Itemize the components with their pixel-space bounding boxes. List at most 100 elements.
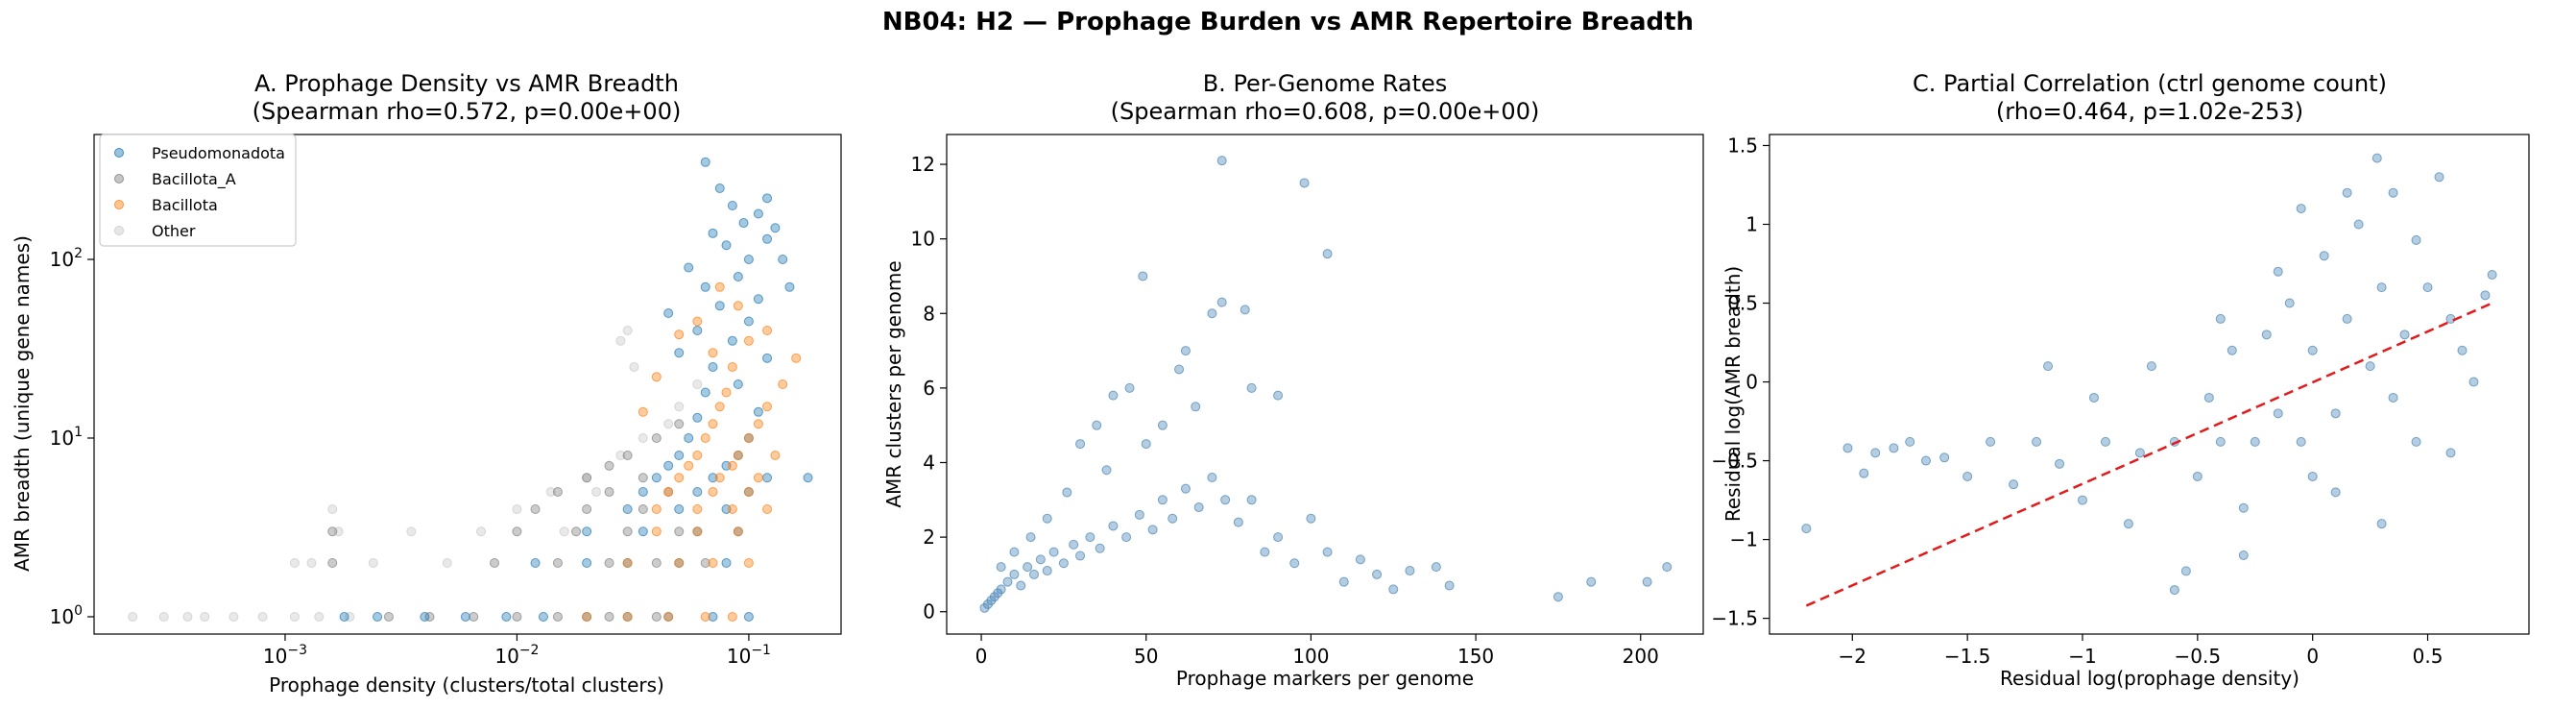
panel-b-xlabel: Prophage markers per genome: [1176, 667, 1474, 690]
legend-marker-bacillota-a: [114, 174, 124, 183]
panel-c-ytick-label: −1: [1730, 528, 1758, 551]
panel-b-point-points: [1048, 547, 1059, 557]
panel-c-point-points: [2296, 436, 2306, 447]
panel-a-point-bacillota: [778, 379, 788, 389]
panel-a-point-bacillota: [791, 353, 802, 363]
panel-c-plot: −2 −1.5 −1 −0.5 0 0.5 −1.5 −1 −0.5 0 0.5 1 1.5: [1711, 134, 2530, 668]
panel-c-point-points: [2376, 519, 2387, 529]
panel-a-point-pseudomonadota: [700, 281, 710, 292]
panel-b-point-points: [1042, 513, 1052, 524]
panel-a-point-other: [327, 504, 338, 514]
panel-a-point-bacillota: [692, 504, 703, 514]
panel-a-point-pseudomonadota: [651, 473, 662, 483]
panel-a-point-pseudomonadota: [700, 157, 710, 167]
panel-b-plot: 0 50 100 150 200 0 2 4 6 8 10 12: [911, 134, 1704, 668]
panel-c-point-points: [2365, 361, 2375, 372]
panel-c-point-points: [2250, 436, 2260, 447]
panel-b-point-points: [996, 584, 1006, 595]
panel-a-point-bacillota-a: [327, 526, 338, 537]
panel-c-point-points: [2203, 392, 2214, 403]
panel-c-point-points: [2330, 487, 2341, 498]
panel-a-point-other: [289, 557, 300, 568]
panel-a-point-pseudomonadota: [674, 504, 685, 514]
panel-a-point-pseudomonadota: [778, 255, 788, 264]
panel-c-point-points: [2411, 234, 2421, 245]
panel-a-point-pseudomonadota: [743, 255, 754, 264]
panel-b-point-points: [1207, 308, 1217, 319]
panel-a-point-bacillota: [721, 387, 732, 398]
panel-a-point-pseudomonadota: [420, 611, 430, 622]
panel-a-point-pseudomonadota: [460, 611, 470, 622]
panel-a-point-bacillota-a: [674, 526, 685, 537]
panel-b-point-points: [1174, 364, 1185, 375]
panel-b-point-points: [1193, 502, 1204, 513]
panel-b-point-points: [1138, 271, 1148, 281]
panel-a-point-pseudomonadota: [663, 307, 674, 318]
panel-a-point-bacillota: [708, 348, 718, 358]
panel-a-point-other: [128, 611, 138, 622]
panel-a-point-bacillota-a: [552, 557, 563, 568]
panel-a-point-bacillota-a: [604, 557, 614, 568]
panel-a-axes-frame: [93, 134, 842, 635]
panel-c-point-points: [2422, 282, 2433, 293]
panel-c-point-points: [2319, 251, 2329, 261]
panel-a-point-pseudomonadota: [700, 387, 710, 398]
panel-a-point-bacillota: [622, 611, 633, 622]
panel-a-point-bacillota-a: [582, 473, 592, 483]
panel-c-xlabel: Residual log(prophage density): [2000, 667, 2299, 690]
panel-b: B. Per-Genome Rates (Spearman rho=0.608,…: [882, 70, 1704, 690]
panel-a-point-pseudomonadota: [692, 326, 703, 336]
panel-b-point-points: [1586, 576, 1597, 587]
panel-a-point-bacillota-a: [604, 611, 614, 622]
panel-b-ytick-label: 0: [923, 600, 935, 623]
panel-c-ylabel: Residual log(AMR breadth): [1721, 266, 1745, 522]
panel-c-xtick-label: −1.5: [1944, 645, 1991, 668]
panel-a-point-bacillota: [743, 557, 754, 568]
panel-a-point-pseudomonadota: [721, 240, 732, 251]
panel-c-point-points: [2100, 436, 2110, 447]
panel-a-point-bacillota: [733, 526, 743, 537]
panel-a-xtick-label: 10−3: [263, 643, 307, 668]
panel-b-point-points: [989, 592, 999, 602]
panel-a-point-bacillota-a: [638, 473, 648, 483]
panel-c-ytick-label: 0.5: [1727, 292, 1758, 315]
panel-a-point-pseudomonadota: [674, 451, 685, 461]
panel-a-legend: Pseudomonadota Bacillota_A Bacillota Oth…: [99, 134, 297, 247]
panel-b-point-points: [1299, 178, 1310, 188]
legend-label-pseudomonadota: Pseudomonadota: [152, 144, 285, 162]
panel-a-point-bacillota: [714, 473, 725, 483]
panel-a-point-other: [615, 451, 626, 461]
panel-a-point-pseudomonadota: [622, 504, 633, 514]
panel-c-point-points: [2284, 298, 2295, 308]
panel-c-ytick-label: −0.5: [1711, 450, 1758, 473]
panel-c-point-points: [2480, 290, 2491, 301]
panel-c-xtick-label: −0.5: [2175, 645, 2222, 668]
panel-b-point-points: [1216, 297, 1227, 307]
panel-b-title-line1: B. Per-Genome Rates: [1203, 70, 1448, 97]
panel-a-point-other: [289, 611, 300, 622]
panel-c-point-points: [1870, 448, 1881, 458]
panel-c-point-points: [2169, 585, 2179, 596]
panel-a-point-bacillota: [692, 451, 703, 461]
panel-c-point-points: [2399, 330, 2410, 340]
panel-b-point-points: [1134, 509, 1144, 520]
panel-c-point-points: [1920, 455, 1931, 466]
panel-c-point-points: [1962, 471, 1973, 481]
panel-b-point-points: [1388, 584, 1399, 595]
panel-a-point-bacillota: [651, 372, 662, 382]
panel-b-point-points: [1025, 532, 1036, 543]
panel-a-point-other: [257, 611, 268, 622]
panel-a-point-pseudomonadota: [538, 611, 548, 622]
panel-c-point-points: [2261, 330, 2272, 340]
panel-a-point-other: [692, 379, 703, 389]
panel-b-point-points: [1009, 569, 1020, 579]
panel-a-point-bacillota: [684, 460, 694, 471]
panel-c-point-points: [1842, 443, 1853, 453]
panel-a-point-bacillota-a: [651, 432, 662, 443]
panel-c-point-points: [1801, 524, 1812, 534]
panel-a-point-other: [182, 611, 193, 622]
panel-a-point-other: [229, 611, 239, 622]
panel-b-point-points: [1108, 521, 1119, 531]
panel-b-point-points: [1191, 402, 1201, 412]
panel-a-point-other: [638, 432, 648, 443]
